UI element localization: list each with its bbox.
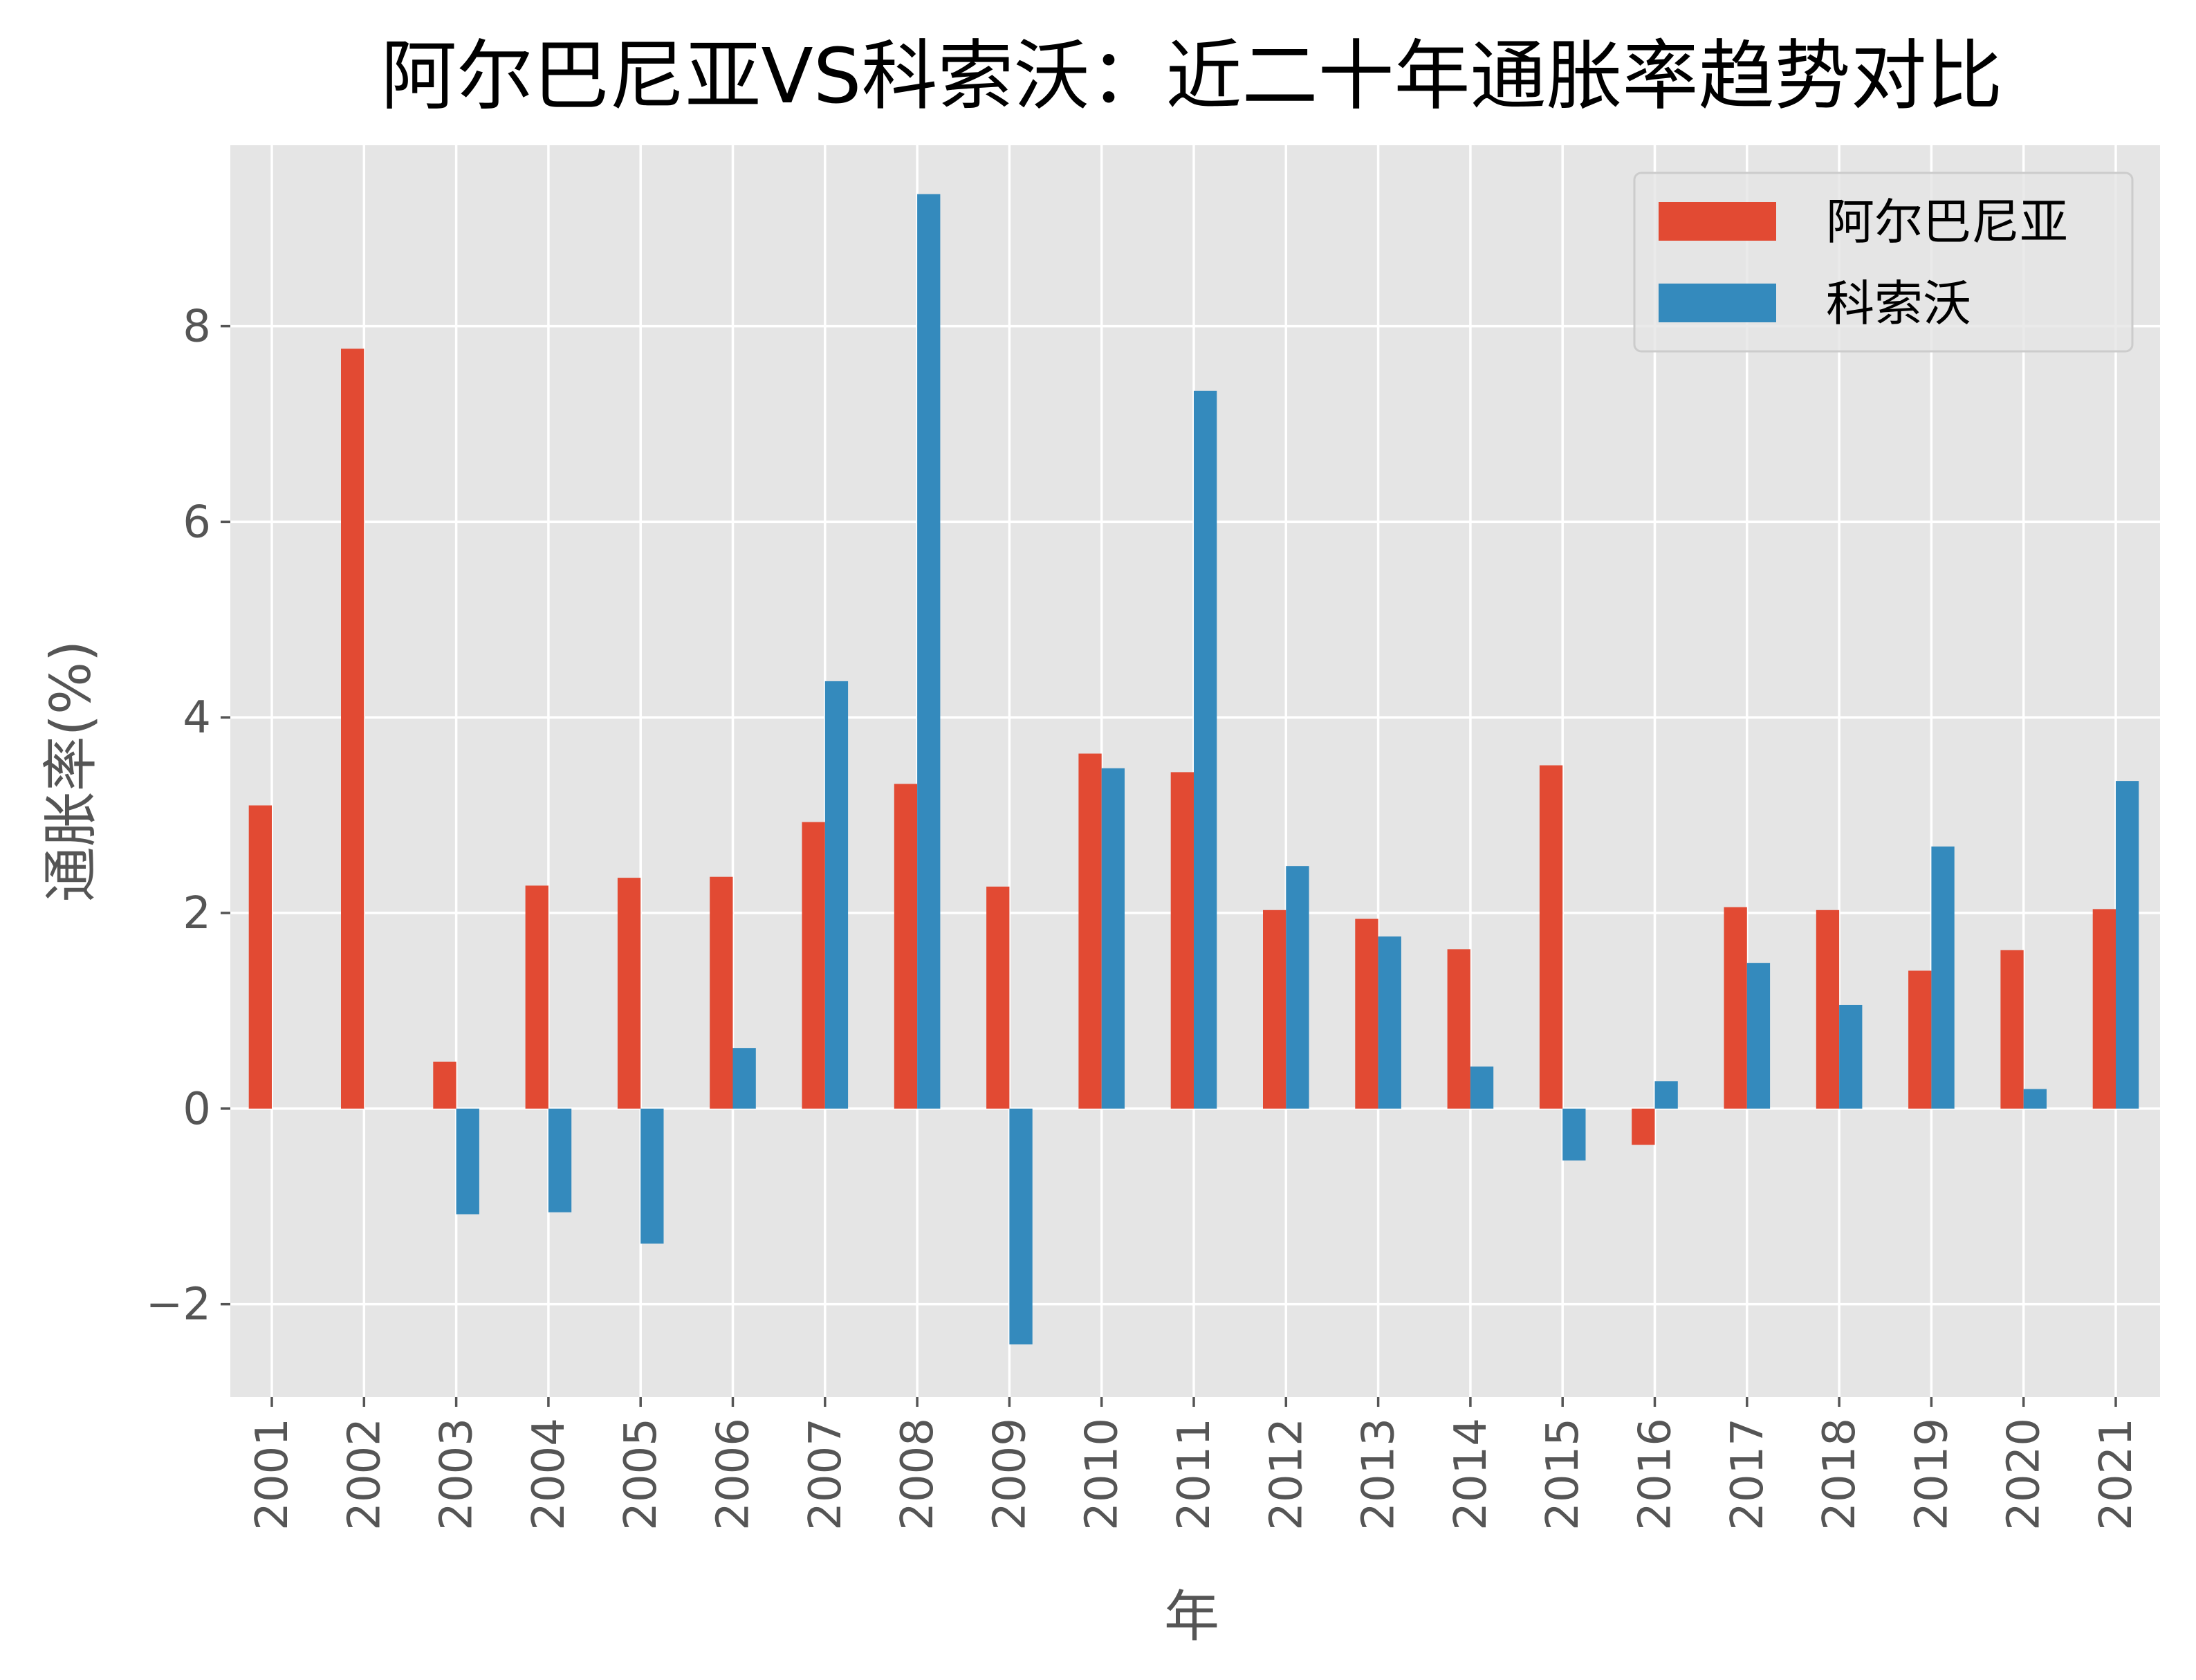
y-tick-label: 4 bbox=[183, 692, 211, 744]
x-tick-label: 2015 bbox=[1538, 1418, 1589, 1531]
bar-kosovo-2005 bbox=[640, 1108, 664, 1244]
bar-albania-2012 bbox=[1263, 910, 1286, 1109]
bar-albania-2019 bbox=[1908, 970, 1932, 1109]
x-tick-label: 2018 bbox=[1814, 1418, 1865, 1531]
x-tick-label: 2020 bbox=[1999, 1418, 2050, 1531]
x-tick-label: 2009 bbox=[984, 1418, 1035, 1531]
bar-albania-2021 bbox=[2092, 909, 2116, 1109]
bar-kosovo-2004 bbox=[548, 1108, 572, 1212]
bar-kosovo-2011 bbox=[1194, 390, 1217, 1109]
bar-kosovo-2007 bbox=[824, 681, 849, 1109]
legend-swatch-albania bbox=[1659, 202, 1776, 241]
bar-kosovo-2015 bbox=[1562, 1108, 1586, 1161]
bar-kosovo-2016 bbox=[1654, 1081, 1678, 1109]
x-tick-label: 2016 bbox=[1630, 1418, 1681, 1531]
y-tick-label: 2 bbox=[183, 888, 211, 939]
bar-kosovo-2009 bbox=[1009, 1108, 1033, 1345]
bar-albania-2014 bbox=[1447, 949, 1470, 1109]
x-tick-label: 2013 bbox=[1354, 1418, 1405, 1531]
x-tick-label: 2021 bbox=[2091, 1418, 2142, 1531]
x-tick-label: 2011 bbox=[1169, 1418, 1220, 1531]
bar-albania-2009 bbox=[986, 886, 1010, 1109]
bar-albania-2005 bbox=[617, 878, 641, 1109]
x-tick-label: 2008 bbox=[892, 1418, 943, 1531]
bar-kosovo-2019 bbox=[1931, 846, 1955, 1109]
bar-albania-2006 bbox=[710, 876, 733, 1109]
bar-albania-2002 bbox=[341, 349, 365, 1109]
x-tick-label: 2004 bbox=[524, 1418, 575, 1531]
bar-albania-2008 bbox=[894, 784, 918, 1109]
bar-albania-2017 bbox=[1724, 907, 1747, 1109]
bar-albania-2003 bbox=[433, 1061, 456, 1109]
legend: 阿尔巴尼亚 科索沃 bbox=[1633, 172, 2134, 353]
bar-kosovo-2003 bbox=[456, 1108, 479, 1215]
bar-kosovo-2006 bbox=[732, 1048, 756, 1109]
x-tick-label: 2006 bbox=[708, 1418, 759, 1531]
y-axis-label: 通胀率(%) bbox=[39, 640, 103, 902]
x-tick-label: 2003 bbox=[432, 1418, 483, 1531]
y-tick-label: 6 bbox=[183, 497, 211, 548]
bar-kosovo-2008 bbox=[917, 194, 941, 1109]
x-axis-label: 年 bbox=[1164, 1585, 1219, 1649]
y-tick-label: 8 bbox=[183, 302, 211, 353]
bar-albania-2010 bbox=[1078, 753, 1102, 1109]
bar-kosovo-2013 bbox=[1378, 936, 1401, 1109]
x-axis-ticks: 2001 2002 2003 2004 2005 2006 2007 2008 2009 2010… bbox=[247, 1397, 2142, 1531]
bar-albania-2020 bbox=[2000, 950, 2024, 1109]
legend-label-kosovo: 科索沃 bbox=[1826, 275, 1971, 332]
bar-albania-2007 bbox=[802, 822, 825, 1109]
bar-albania-2011 bbox=[1170, 772, 1194, 1109]
bar-kosovo-2012 bbox=[1286, 866, 1309, 1109]
x-tick-label: 2005 bbox=[616, 1418, 667, 1531]
y-tick-label: 0 bbox=[183, 1084, 211, 1135]
y-axis-ticks: −2 0 2 4 6 8 bbox=[146, 302, 230, 1331]
bar-kosovo-2020 bbox=[2023, 1089, 2047, 1109]
bar-albania-2016 bbox=[1632, 1108, 1655, 1145]
x-tick-label: 2002 bbox=[339, 1418, 390, 1531]
bars-group bbox=[248, 194, 2139, 1345]
bar-kosovo-2021 bbox=[2116, 781, 2139, 1109]
x-tick-label: 2010 bbox=[1077, 1418, 1128, 1531]
y-tick-label: −2 bbox=[146, 1280, 211, 1331]
bar-albania-2015 bbox=[1539, 765, 1563, 1109]
x-tick-label: 2017 bbox=[1722, 1418, 1773, 1531]
bar-albania-2013 bbox=[1355, 919, 1378, 1109]
x-tick-label: 2007 bbox=[800, 1418, 851, 1531]
bar-albania-2004 bbox=[525, 885, 548, 1109]
legend-label-albania: 阿尔巴尼亚 bbox=[1826, 194, 2068, 250]
x-tick-label: 2019 bbox=[1906, 1418, 1957, 1531]
chart-title: 阿尔巴尼亚VS科索沃：近二十年通胀率趋势对比 bbox=[380, 32, 2002, 120]
bar-kosovo-2017 bbox=[1746, 963, 1771, 1109]
x-tick-label: 2001 bbox=[247, 1418, 298, 1531]
bar-kosovo-2014 bbox=[1470, 1067, 1494, 1109]
x-tick-label: 2014 bbox=[1446, 1418, 1497, 1531]
bar-kosovo-2010 bbox=[1101, 768, 1125, 1109]
x-tick-label: 2012 bbox=[1261, 1418, 1312, 1531]
legend-swatch-kosovo bbox=[1659, 284, 1776, 322]
bar-albania-2001 bbox=[248, 805, 272, 1109]
bar-kosovo-2018 bbox=[1839, 1004, 1863, 1109]
bar-albania-2018 bbox=[1816, 910, 1840, 1109]
